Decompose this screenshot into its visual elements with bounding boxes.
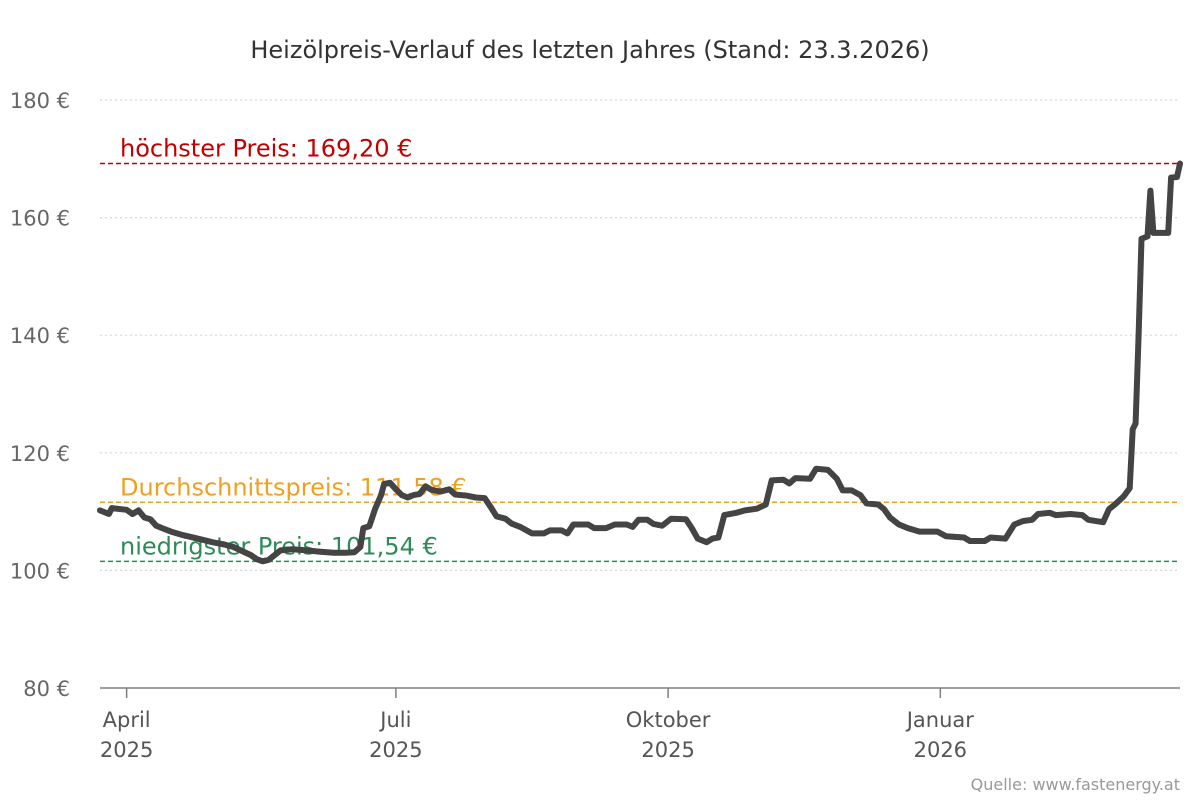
y-tick-label: 160 € bbox=[10, 207, 70, 231]
source-label: Quelle: www.fastenergy.at bbox=[971, 775, 1180, 794]
x-tick-month: Juli bbox=[378, 708, 411, 732]
y-gridlines bbox=[100, 99, 1180, 572]
y-axis-ticks: 180 € 160 € 140 € 120 € 100 € 80 € bbox=[10, 89, 70, 701]
x-axis-ticks: April 2025 Juli 2025 Oktober 2025 Januar 2026 bbox=[100, 688, 974, 762]
price-series-line bbox=[97, 160, 1183, 565]
x-tick-year: 2025 bbox=[369, 738, 422, 762]
x-tick-year: 2026 bbox=[914, 738, 967, 762]
y-tick-label: 140 € bbox=[10, 324, 70, 348]
y-tick-label: 120 € bbox=[10, 442, 70, 466]
y-tick-label: 100 € bbox=[10, 559, 70, 583]
x-tick-month: Oktober bbox=[626, 708, 711, 732]
x-tick-month: Januar bbox=[905, 708, 975, 732]
y-tick-label: 180 € bbox=[10, 89, 70, 113]
y-tick-label: 80 € bbox=[23, 677, 70, 701]
chart-title: Heizölpreis-Verlauf des letzten Jahres (… bbox=[250, 36, 929, 64]
x-tick-year: 2025 bbox=[641, 738, 694, 762]
x-tick-month: April bbox=[103, 708, 151, 732]
reference-lines: höchster Preis: 169,20 €Durchschnittspre… bbox=[100, 135, 1180, 563]
ref-label-max: höchster Preis: 169,20 € bbox=[120, 135, 412, 163]
x-tick-year: 2025 bbox=[100, 738, 153, 762]
ref-label-min: niedrigster Preis: 101,54 € bbox=[120, 532, 438, 560]
